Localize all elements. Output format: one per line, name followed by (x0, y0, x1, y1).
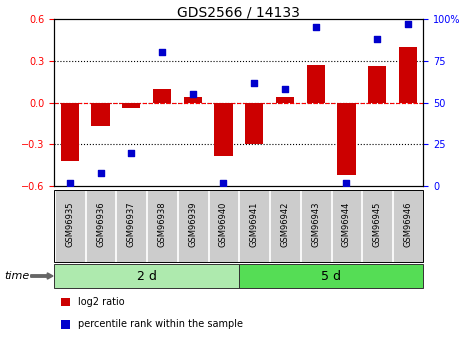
Point (219, 180, 227, 186)
Bar (337, 103, 356, 175)
Bar (245, 103, 263, 145)
Text: GSM96937: GSM96937 (127, 201, 136, 247)
Text: GSM96945: GSM96945 (373, 201, 382, 247)
Point (281, 87, 289, 92)
Text: log2 ratio: log2 ratio (78, 297, 125, 307)
Text: GSM96943: GSM96943 (311, 201, 320, 247)
Point (189, 91, 197, 97)
Text: GSM96935: GSM96935 (65, 201, 74, 247)
Text: time: time (5, 271, 30, 281)
Text: GSM96944: GSM96944 (342, 201, 351, 247)
Text: GSM96936: GSM96936 (96, 201, 105, 247)
Text: GSM96942: GSM96942 (280, 201, 289, 247)
Bar (368, 66, 386, 103)
Bar (184, 97, 202, 103)
Text: GSM96941: GSM96941 (250, 201, 259, 247)
Point (374, 36, 381, 42)
Text: GSM96939: GSM96939 (188, 201, 197, 247)
Bar (61, 103, 79, 161)
Bar (153, 89, 171, 103)
Bar (122, 103, 140, 108)
Point (251, 80, 258, 85)
Bar (214, 103, 233, 156)
Text: GSM96946: GSM96946 (403, 201, 412, 247)
Point (404, 21, 412, 27)
Point (342, 180, 350, 186)
Text: GSM96940: GSM96940 (219, 201, 228, 247)
Text: GSM96938: GSM96938 (158, 201, 166, 247)
Point (128, 150, 135, 156)
Text: percentile rank within the sample: percentile rank within the sample (78, 319, 243, 329)
Text: 5 d: 5 d (321, 269, 341, 283)
Point (312, 24, 320, 30)
Bar (276, 97, 294, 103)
Bar (307, 65, 325, 103)
Bar (91, 103, 110, 126)
Point (66, 180, 74, 186)
Point (96, 170, 104, 176)
Text: 2 d: 2 d (137, 269, 157, 283)
Text: GDS2566 / 14133: GDS2566 / 14133 (177, 5, 300, 19)
Bar (399, 47, 417, 103)
Point (158, 50, 166, 55)
